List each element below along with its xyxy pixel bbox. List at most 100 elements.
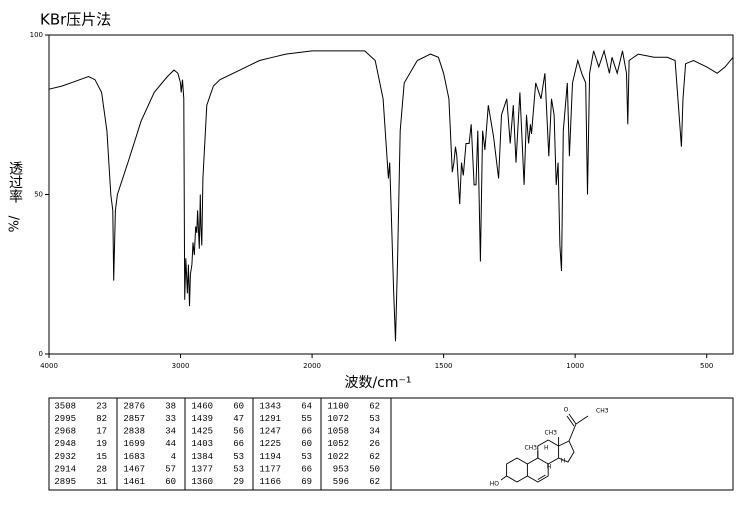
peak-transmittance: 33 — [165, 414, 176, 424]
peak-wavenumber: 1052 — [327, 439, 349, 449]
x-tick-label: 1000 — [566, 362, 584, 370]
peak-transmittance: 29 — [233, 477, 244, 487]
y-axis-label: 透过率 — [7, 161, 23, 203]
y-tick-label: 50 — [34, 191, 43, 199]
peak-transmittance: 53 — [301, 452, 312, 462]
peak-transmittance: 66 — [301, 464, 312, 474]
peak-wavenumber: 1683 — [123, 452, 145, 462]
peak-transmittance: 62 — [369, 452, 380, 462]
peak-wavenumber: 2838 — [123, 427, 145, 437]
peak-wavenumber: 1377 — [191, 464, 213, 474]
structure-label: H — [561, 458, 566, 465]
peak-transmittance: 56 — [233, 427, 244, 437]
peak-transmittance: 53 — [233, 452, 244, 462]
peak-wavenumber: 1425 — [191, 427, 213, 437]
peak-wavenumber: 1177 — [259, 464, 281, 474]
peak-transmittance: 17 — [96, 427, 107, 437]
structure-label: CH3 — [544, 430, 557, 437]
peak-wavenumber: 2968 — [54, 427, 76, 437]
peak-transmittance: 69 — [301, 477, 312, 487]
methyl-bonds — [500, 437, 560, 481]
peak-transmittance: 31 — [96, 477, 107, 487]
peak-wavenumber: 1439 — [191, 414, 213, 424]
peak-transmittance: 53 — [369, 414, 380, 424]
peak-transmittance: 50 — [369, 464, 380, 474]
peak-wavenumber: 2948 — [54, 439, 76, 449]
peak-transmittance: 60 — [301, 439, 312, 449]
acetyl — [566, 413, 589, 442]
structure: O CH3 CH3 CH3 H H H HO — [390, 397, 734, 491]
x-axis-label: 波数/cm⁻¹ — [344, 375, 411, 391]
ring-a — [506, 457, 528, 483]
x-tick-label: 500 — [700, 362, 713, 370]
peak-table: 3508 23 2995 82 2968 17 2948 19 2932 15 2914 28 2895… — [48, 397, 392, 491]
ring-d — [558, 440, 575, 463]
peak-transmittance: 82 — [96, 414, 107, 424]
peak-wavenumber: 1022 — [327, 452, 349, 462]
peak-transmittance: 38 — [165, 401, 176, 411]
peak-transmittance: 34 — [165, 427, 176, 437]
peak-transmittance: 60 — [165, 477, 176, 487]
peak-wavenumber: 1058 — [327, 427, 349, 437]
x-tick-label: 2000 — [303, 362, 321, 370]
peak-wavenumber: 1403 — [191, 439, 213, 449]
y-axis-unit: %/ — [8, 215, 23, 232]
structure-label: O — [564, 407, 569, 414]
peak-wavenumber: 1699 — [123, 439, 145, 449]
x-tick-label: 4000 — [40, 362, 58, 370]
peak-transmittance: 66 — [301, 427, 312, 437]
peak-transmittance: 19 — [96, 439, 107, 449]
ring-b — [527, 457, 549, 483]
peak-transmittance: 66 — [233, 439, 244, 449]
peak-transmittance: 4 — [171, 452, 176, 462]
peak-transmittance: 44 — [165, 439, 176, 449]
peak-transmittance: 64 — [301, 401, 312, 411]
peak-wavenumber: 1100 — [327, 401, 349, 411]
y-tick-label: 0 — [39, 350, 43, 358]
peak-wavenumber: 2914 — [54, 464, 76, 474]
peak-wavenumber: 1072 — [327, 414, 349, 424]
peak-wavenumber: 2932 — [54, 452, 76, 462]
peak-transmittance: 62 — [369, 401, 380, 411]
peak-transmittance: 53 — [233, 464, 244, 474]
peak-transmittance: 28 — [96, 464, 107, 474]
structure-label: H — [544, 445, 549, 452]
peak-transmittance: 23 — [96, 401, 107, 411]
peak-transmittance: 55 — [301, 414, 312, 424]
peak-wavenumber: 1360 — [191, 477, 213, 487]
chart-title: KBr压片法 — [40, 11, 111, 29]
double-bond — [537, 474, 546, 480]
structure-label: CH3 — [596, 408, 609, 415]
structure-label: H — [547, 464, 552, 471]
structure-frame — [390, 397, 734, 491]
peak-wavenumber: 1291 — [259, 414, 281, 424]
spectrum-line — [48, 49, 734, 342]
peak-transmittance: 34 — [369, 427, 380, 437]
peak-wavenumber: 1467 — [123, 464, 145, 474]
peak-transmittance: 47 — [233, 414, 244, 424]
peak-wavenumber: 1194 — [259, 452, 281, 462]
peak-wavenumber: 1247 — [259, 427, 281, 437]
peak-wavenumber: 1461 — [123, 477, 145, 487]
peak-wavenumber: 2895 — [54, 477, 76, 487]
peak-transmittance: 15 — [96, 452, 107, 462]
peak-wavenumber: 2876 — [123, 401, 145, 411]
peak-wavenumber: 2857 — [123, 414, 145, 424]
peak-wavenumber: 1166 — [259, 477, 281, 487]
peak-transmittance: 57 — [165, 464, 176, 474]
peak-transmittance: 62 — [369, 477, 380, 487]
peak-wavenumber: 1460 — [191, 401, 213, 411]
peak-wavenumber: 596 — [333, 477, 349, 487]
peak-wavenumber: 2995 — [54, 414, 76, 424]
peak-wavenumber: 953 — [333, 464, 349, 474]
peak-wavenumber: 1343 — [259, 401, 281, 411]
peak-wavenumber: 3508 — [54, 401, 76, 411]
y-tick-label: 100 — [30, 31, 43, 39]
peak-transmittance: 60 — [233, 401, 244, 411]
peak-wavenumber: 1384 — [191, 452, 213, 462]
structure-label: CH3 — [524, 445, 537, 452]
x-tick-label: 1500 — [435, 362, 453, 370]
structure-label: HO — [490, 481, 500, 488]
peak-wavenumber: 1225 — [259, 439, 281, 449]
